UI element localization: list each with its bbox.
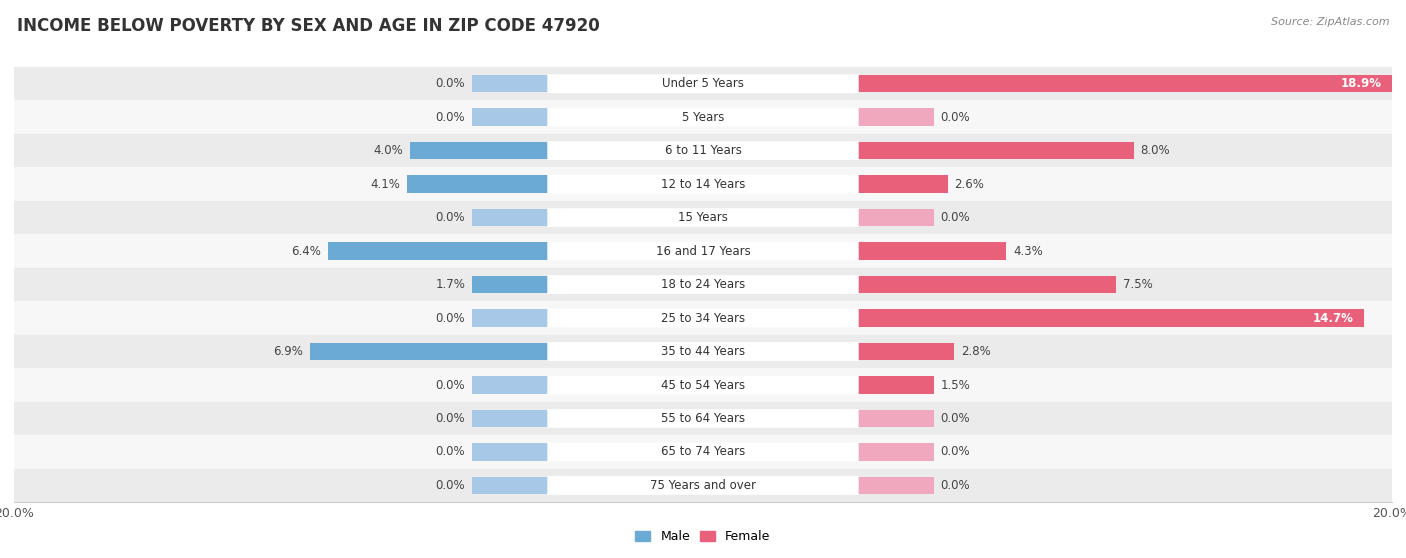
Text: 0.0%: 0.0% [436, 211, 465, 224]
Text: 2.8%: 2.8% [962, 345, 991, 358]
Text: 0.0%: 0.0% [436, 378, 465, 392]
Text: 6 to 11 Years: 6 to 11 Years [665, 144, 741, 157]
Bar [858, 443, 934, 461]
Bar [411, 142, 548, 160]
Text: 0.0%: 0.0% [941, 412, 970, 425]
FancyBboxPatch shape [547, 442, 859, 461]
Text: INCOME BELOW POVERTY BY SEX AND AGE IN ZIP CODE 47920: INCOME BELOW POVERTY BY SEX AND AGE IN Z… [17, 17, 599, 35]
Text: 7.5%: 7.5% [1123, 278, 1153, 291]
Bar [472, 410, 548, 427]
Bar [14, 402, 1392, 435]
Text: 16 and 17 Years: 16 and 17 Years [655, 244, 751, 258]
Bar [14, 201, 1392, 234]
FancyBboxPatch shape [547, 175, 859, 194]
Text: 14.7%: 14.7% [1313, 311, 1354, 325]
Legend: Male, Female: Male, Female [630, 525, 776, 548]
Bar [858, 108, 934, 126]
Text: 0.0%: 0.0% [436, 110, 465, 124]
Bar [472, 477, 548, 494]
Text: 4.0%: 4.0% [374, 144, 404, 157]
Bar [472, 376, 548, 394]
Bar [858, 75, 1406, 93]
FancyBboxPatch shape [547, 409, 859, 428]
Bar [858, 175, 948, 193]
Bar [311, 343, 548, 360]
FancyBboxPatch shape [547, 74, 859, 93]
Bar [858, 276, 1116, 294]
Text: 0.0%: 0.0% [436, 445, 465, 459]
Text: 25 to 34 Years: 25 to 34 Years [661, 311, 745, 325]
Bar [858, 376, 934, 394]
Text: 12 to 14 Years: 12 to 14 Years [661, 177, 745, 191]
Text: 1.5%: 1.5% [941, 378, 970, 392]
Text: 0.0%: 0.0% [436, 479, 465, 492]
Bar [14, 100, 1392, 134]
Text: 0.0%: 0.0% [941, 211, 970, 224]
Text: 4.1%: 4.1% [370, 177, 399, 191]
Text: 4.3%: 4.3% [1012, 244, 1043, 258]
FancyBboxPatch shape [547, 208, 859, 227]
Bar [14, 368, 1392, 402]
Text: 18.9%: 18.9% [1340, 77, 1382, 90]
Bar [14, 167, 1392, 201]
Bar [14, 234, 1392, 268]
Bar [14, 268, 1392, 301]
Text: 0.0%: 0.0% [436, 412, 465, 425]
Text: 0.0%: 0.0% [941, 110, 970, 124]
Text: Under 5 Years: Under 5 Years [662, 77, 744, 90]
FancyBboxPatch shape [547, 342, 859, 361]
Bar [858, 242, 1007, 260]
Bar [858, 477, 934, 494]
Bar [858, 209, 934, 227]
Text: 1.7%: 1.7% [436, 278, 465, 291]
FancyBboxPatch shape [547, 141, 859, 160]
Bar [472, 75, 548, 93]
Bar [406, 175, 548, 193]
FancyBboxPatch shape [547, 108, 859, 127]
Bar [858, 410, 934, 427]
Text: 5 Years: 5 Years [682, 110, 724, 124]
Text: 0.0%: 0.0% [941, 479, 970, 492]
FancyBboxPatch shape [547, 376, 859, 395]
FancyBboxPatch shape [547, 242, 859, 261]
Text: 15 Years: 15 Years [678, 211, 728, 224]
Bar [472, 276, 548, 294]
Bar [472, 309, 548, 327]
Bar [858, 309, 1364, 327]
FancyBboxPatch shape [547, 309, 859, 328]
Text: 55 to 64 Years: 55 to 64 Years [661, 412, 745, 425]
Bar [14, 134, 1392, 167]
Text: Source: ZipAtlas.com: Source: ZipAtlas.com [1271, 17, 1389, 27]
FancyBboxPatch shape [547, 476, 859, 495]
Text: 6.9%: 6.9% [274, 345, 304, 358]
Bar [472, 108, 548, 126]
Bar [472, 443, 548, 461]
Text: 0.0%: 0.0% [941, 445, 970, 459]
Bar [14, 469, 1392, 502]
Text: 75 Years and over: 75 Years and over [650, 479, 756, 492]
Bar [14, 335, 1392, 368]
Text: 35 to 44 Years: 35 to 44 Years [661, 345, 745, 358]
Bar [858, 142, 1133, 160]
Text: 0.0%: 0.0% [436, 311, 465, 325]
Text: 18 to 24 Years: 18 to 24 Years [661, 278, 745, 291]
Text: 65 to 74 Years: 65 to 74 Years [661, 445, 745, 459]
Bar [14, 301, 1392, 335]
Text: 2.6%: 2.6% [955, 177, 984, 191]
Text: 6.4%: 6.4% [291, 244, 321, 258]
Bar [14, 67, 1392, 100]
Text: 0.0%: 0.0% [436, 77, 465, 90]
Text: 45 to 54 Years: 45 to 54 Years [661, 378, 745, 392]
Text: 8.0%: 8.0% [1140, 144, 1170, 157]
Bar [14, 435, 1392, 469]
Bar [472, 209, 548, 227]
Bar [328, 242, 548, 260]
FancyBboxPatch shape [547, 275, 859, 294]
Bar [858, 343, 955, 360]
